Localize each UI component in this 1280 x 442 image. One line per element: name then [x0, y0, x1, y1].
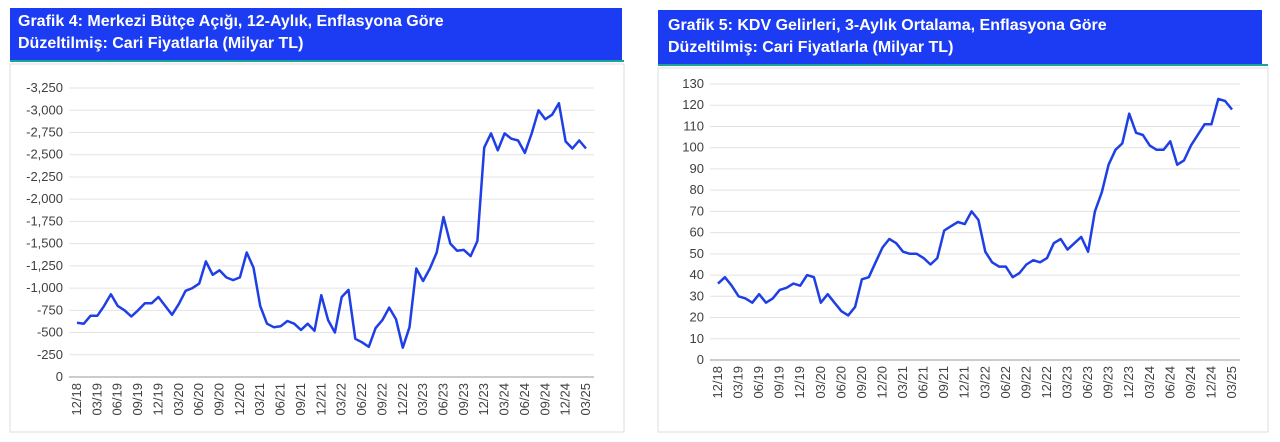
x-tick-label: 12/19	[150, 383, 165, 416]
x-tick-label: 12/18	[69, 383, 84, 416]
y-tick-label: 70	[690, 203, 704, 218]
x-tick-label: 03/24	[1142, 366, 1157, 399]
x-tick-label: 06/24	[1162, 366, 1177, 399]
y-tick-label: -2,250	[26, 169, 63, 184]
x-tick-label: 09/24	[537, 383, 552, 416]
chart-title: Düzeltilmiş: Cari Fiyatlarla (Milyar TL)	[668, 39, 953, 56]
x-tick-label: 03/22	[977, 366, 992, 399]
x-tick-label: 06/23	[435, 383, 450, 416]
y-tick-label: -1,750	[26, 213, 63, 228]
x-tick-label: 12/20	[874, 366, 889, 399]
x-tick-label: 12/20	[232, 383, 247, 416]
x-tick-label: 12/23	[476, 383, 491, 416]
x-tick-label: 06/23	[1080, 366, 1095, 399]
x-tick-label: 03/24	[497, 383, 512, 416]
y-tick-label: -250	[37, 347, 63, 362]
x-tick-label: 03/21	[895, 366, 910, 399]
x-tick-label: 03/22	[334, 383, 349, 416]
chart-title: Düzeltilmiş: Cari Fiyatlarla (Milyar TL)	[18, 35, 303, 52]
chart-frame	[9, 63, 625, 433]
x-tick-label: 09/23	[1101, 366, 1116, 399]
x-tick-label: 06/20	[833, 366, 848, 399]
x-tick-label: 09/23	[456, 383, 471, 416]
y-tick-label: 80	[690, 182, 704, 197]
x-tick-label: 03/25	[578, 383, 593, 416]
x-tick-label: 12/18	[710, 366, 725, 399]
x-tick-label: 12/23	[1121, 366, 1136, 399]
y-tick-label: -2,750	[26, 124, 63, 139]
y-tick-label: 0	[697, 352, 704, 367]
x-tick-label: 03/20	[171, 383, 186, 416]
y-tick-label: -2,500	[26, 147, 63, 162]
chart-frame	[657, 67, 1269, 433]
x-tick-label: 03/20	[813, 366, 828, 399]
y-tick-label: -1,500	[26, 236, 63, 251]
y-tick-label: 120	[682, 97, 704, 112]
y-tick-label: 20	[690, 310, 704, 325]
x-tick-label: 09/21	[293, 383, 308, 416]
y-tick-label: -3,250	[26, 80, 63, 95]
y-tick-label: -2,000	[26, 191, 63, 206]
x-tick-label: 09/22	[374, 383, 389, 416]
x-tick-label: 09/24	[1183, 366, 1198, 399]
y-tick-label: 40	[690, 267, 704, 282]
y-tick-label: 30	[690, 288, 704, 303]
line-series	[76, 101, 587, 349]
x-tick-label: 12/22	[1039, 366, 1054, 399]
x-tick-label: 03/19	[89, 383, 104, 416]
y-tick-label: 0	[56, 369, 63, 384]
x-tick-label: 09/22	[1018, 366, 1033, 399]
x-tick-label: 09/20	[212, 383, 227, 416]
x-tick-label: 06/21	[273, 383, 288, 416]
x-tick-label: 06/21	[916, 366, 931, 399]
y-tick-label: -500	[37, 325, 63, 340]
x-tick-label: 06/19	[110, 383, 125, 416]
x-tick-label: 03/21	[252, 383, 267, 416]
x-tick-label: 06/22	[354, 383, 369, 416]
x-tick-label: 09/19	[772, 366, 787, 399]
x-tick-label: 09/19	[130, 383, 145, 416]
y-tick-label: 50	[690, 246, 704, 261]
x-tick-label: 03/25	[1224, 366, 1239, 399]
y-tick-label: 110	[683, 118, 704, 133]
y-tick-label: -750	[37, 302, 63, 317]
y-tick-label: 60	[690, 225, 704, 240]
title-banner	[658, 10, 1262, 64]
y-tick-label: 90	[690, 161, 704, 176]
y-tick-label: 130	[682, 76, 704, 91]
y-tick-label: 100	[682, 140, 704, 155]
x-tick-label: 12/24	[558, 383, 573, 416]
y-tick-label: -3,000	[26, 102, 63, 117]
x-tick-label: 12/21	[957, 366, 972, 399]
y-tick-label: -1,000	[26, 280, 63, 295]
chart-title: Grafik 5: KDV Gelirleri, 3-Aylık Ortalam…	[668, 17, 1107, 34]
x-tick-label: 09/20	[854, 366, 869, 399]
x-tick-label: 09/21	[936, 366, 951, 399]
y-tick-label: 10	[690, 331, 704, 346]
x-tick-label: 03/19	[731, 366, 746, 399]
x-tick-label: 12/21	[313, 383, 328, 416]
x-tick-label: 06/20	[191, 383, 206, 416]
x-tick-label: 03/23	[415, 383, 430, 416]
x-tick-label: 12/22	[395, 383, 410, 416]
line-series	[717, 97, 1233, 317]
x-tick-label: 06/24	[517, 383, 532, 416]
x-tick-label: 03/23	[1060, 366, 1075, 399]
x-tick-label: 12/24	[1203, 366, 1218, 399]
x-tick-label: 12/19	[792, 366, 807, 399]
title-banner	[10, 8, 622, 60]
chart-title: Grafik 4: Merkezi Bütçe Açığı, 12-Aylık,…	[18, 13, 444, 30]
x-tick-label: 06/22	[998, 366, 1013, 399]
y-tick-label: -1,250	[26, 258, 63, 273]
x-tick-label: 06/19	[751, 366, 766, 399]
